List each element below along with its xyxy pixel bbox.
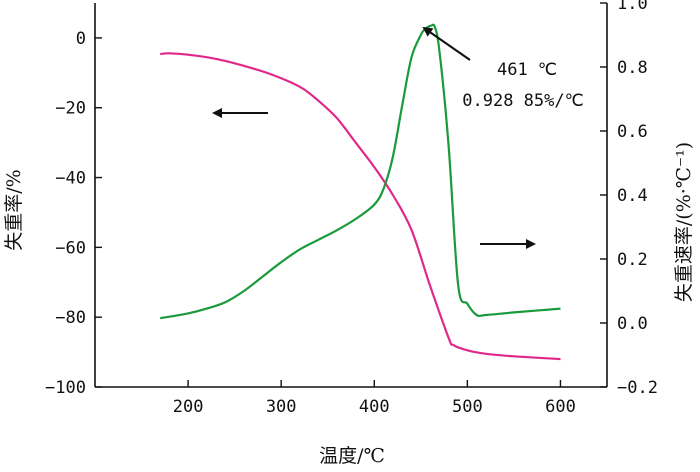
x-tick-label: 300 — [266, 397, 297, 417]
y-right-tick-label: −0.2 — [617, 378, 658, 398]
y-right-tick-label: 0.2 — [617, 250, 648, 270]
x-tick-label: 200 — [173, 397, 204, 417]
x-tick-label: 500 — [452, 397, 483, 417]
y-right-tick-label: 0.6 — [617, 122, 648, 142]
x-axis-title: 温度/℃ — [319, 445, 385, 467]
y-right-tick-label: 0.8 — [617, 58, 648, 78]
mass-loss-line — [160, 52, 561, 361]
peak-temp-label: 461 ℃ — [497, 60, 557, 80]
y-right-ticks: 1.0 0.8 0.6 0.4 0.2 0.0 −0.2 — [600, 0, 658, 398]
y-left-tick-label: −20 — [55, 99, 86, 119]
y-left-tick-label: 0 — [76, 29, 86, 49]
y-right-tick-label: 0.0 — [617, 314, 648, 334]
y-left-axis-title: 失重率/% — [3, 169, 25, 250]
y-left-ticks: 0 −20 −40 −60 −80 −100 — [45, 29, 102, 398]
y-left-tick-label: −60 — [55, 238, 86, 258]
y-right-axis-title: 失重速率/(%·℃⁻¹) — [673, 142, 695, 302]
y-left-tick-label: −100 — [45, 378, 86, 398]
y-left-tick-label: −40 — [55, 169, 86, 189]
peak-annotation-arrow — [422, 26, 471, 61]
x-ticks: 200 300 400 500 600 — [173, 380, 576, 417]
y-right-tick-label: 1.0 — [617, 0, 648, 14]
y-right-tick-label: 0.4 — [617, 186, 648, 206]
x-tick-label: 400 — [359, 397, 390, 417]
rate-line — [160, 23, 561, 320]
x-tick-label: 600 — [545, 397, 576, 417]
peak-rate-label: 0.928 85%/℃ — [462, 91, 583, 111]
y-left-tick-label: −80 — [55, 308, 86, 328]
